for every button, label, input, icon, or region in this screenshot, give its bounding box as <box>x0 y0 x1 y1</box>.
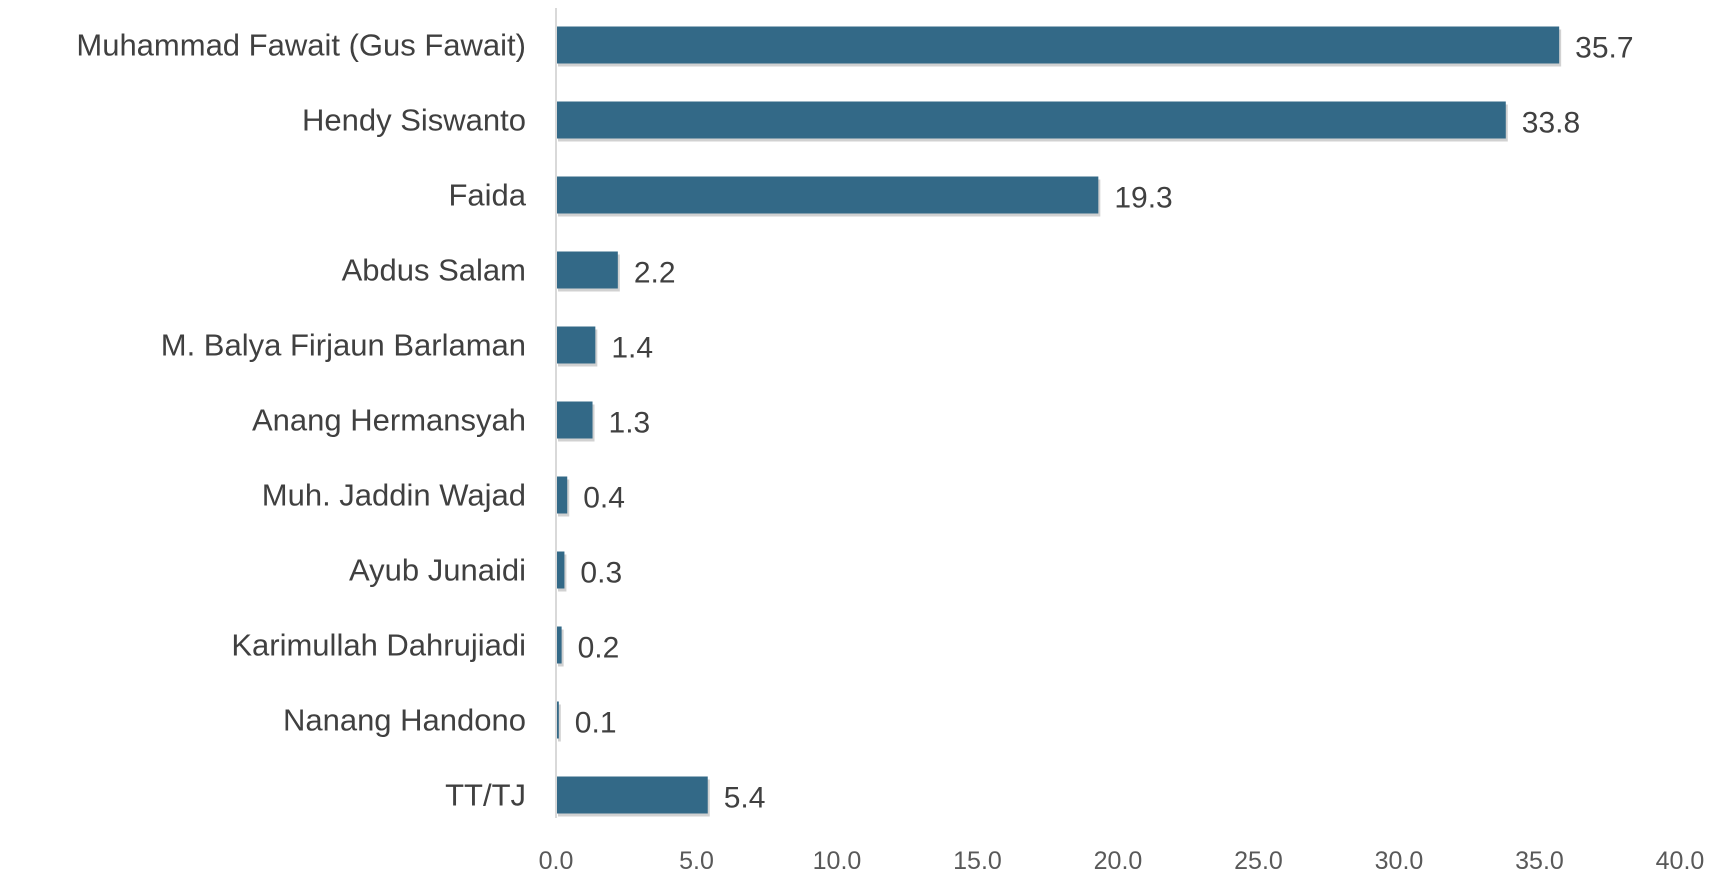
data-label: 1.4 <box>611 332 653 365</box>
data-label: 5.4 <box>724 782 766 815</box>
bar-nanang-handono <box>556 701 559 739</box>
data-label: 35.7 <box>1575 32 1633 65</box>
category-label: Muh. Jaddin Wajad <box>262 478 526 513</box>
bar-karimullah-dahrujiadi <box>556 626 562 664</box>
x-tick-label: 30.0 <box>1375 847 1424 875</box>
data-label: 2.2 <box>634 257 676 290</box>
value-labels-layer: 35.7 33.8 19.3 2.2 1.4 1.3 0.4 0.3 0.2 0.1 5.4 <box>575 32 1634 815</box>
category-label: Abdus Salam <box>342 253 526 288</box>
bar-abdus-salam <box>556 251 618 289</box>
bar-anang-hermansyah <box>556 401 593 439</box>
bars-layer <box>556 26 1562 817</box>
category-label: M. Balya Firjaun Barlaman <box>161 328 526 363</box>
category-labels-layer: Muhammad Fawait (Gus Fawait) Hendy Siswan… <box>76 28 526 813</box>
category-label: Faida <box>448 178 526 213</box>
data-label: 0.2 <box>578 632 620 665</box>
x-tick-label: 40.0 <box>1656 847 1705 875</box>
category-label: Anang Hermansyah <box>252 403 526 438</box>
bar-muhammad-fawait-gus-fawait <box>556 26 1560 64</box>
x-tick-label: 10.0 <box>813 847 862 875</box>
bar-hendy-siswanto <box>556 101 1506 139</box>
category-label: Ayub Junaidi <box>349 553 526 588</box>
x-axis-ticks-layer: 0.0 5.0 10.0 15.0 20.0 25.0 30.0 35.0 40.0 <box>539 847 1705 875</box>
category-label: Nanang Handono <box>283 703 526 738</box>
x-tick-label: 15.0 <box>953 847 1002 875</box>
bar-faida <box>556 176 1099 214</box>
bar-m-balya-firjaun-barlaman <box>556 326 596 364</box>
bar-muh-jaddin-wajad <box>556 476 568 514</box>
x-tick-label: 20.0 <box>1094 847 1143 875</box>
category-label: Muhammad Fawait (Gus Fawait) <box>76 28 526 63</box>
data-label: 33.8 <box>1522 107 1580 140</box>
bar-ayub-junaidi <box>556 551 565 589</box>
data-label: 0.3 <box>580 557 622 590</box>
x-tick-label: 35.0 <box>1515 847 1564 875</box>
category-label: Hendy Siswanto <box>302 103 526 138</box>
data-label: 0.4 <box>583 482 625 515</box>
category-label: TT/TJ <box>445 778 526 813</box>
x-tick-label: 25.0 <box>1234 847 1283 875</box>
bar-tt-tj <box>556 776 708 814</box>
x-tick-label: 0.0 <box>539 847 574 875</box>
data-label: 1.3 <box>609 407 651 440</box>
x-tick-label: 5.0 <box>679 847 714 875</box>
category-label: Karimullah Dahrujiadi <box>231 628 526 663</box>
data-label: 19.3 <box>1114 182 1172 215</box>
bar-shadow <box>558 704 561 742</box>
data-label: 0.1 <box>575 707 617 740</box>
